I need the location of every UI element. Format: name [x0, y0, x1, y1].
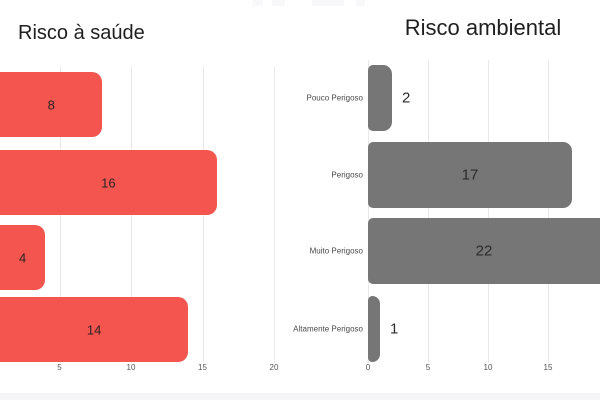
- bottom-band: [0, 393, 600, 400]
- category-label: Muito Perigoso: [309, 246, 363, 256]
- bar-value-label: 4: [18, 250, 27, 265]
- x-tick-label: 15: [198, 363, 207, 372]
- bar-value-label: 1: [390, 320, 399, 338]
- x-tick-label: 10: [126, 363, 136, 372]
- chart-title-risco-saude: Risco à saúde: [18, 22, 145, 44]
- bar-value-label: 16: [101, 175, 116, 190]
- bar-Muito Perigoso: [368, 218, 600, 284]
- gridline-x0: [368, 60, 369, 363]
- gridline-x10: [488, 60, 489, 363]
- bar-Pouco Perigoso: [368, 65, 392, 131]
- bar-Altamente Perigoso: [368, 296, 380, 362]
- bar-row-3: [0, 225, 46, 290]
- x-tick-label: 10: [483, 363, 493, 372]
- category-label: Perigoso: [331, 170, 363, 180]
- cropped-text-remnant: [356, 0, 365, 6]
- cropped-text-remnant: [272, 0, 285, 6]
- bar-value-label: 2: [402, 89, 411, 107]
- category-label: Altamente Perigoso: [293, 324, 363, 334]
- bar-row-1: [0, 72, 103, 137]
- x-tick-label: 5: [57, 363, 62, 372]
- x-tick-label: 5: [425, 363, 431, 372]
- category-label: Pouco Perigoso: [306, 93, 363, 103]
- bar-value-label: 8: [47, 97, 55, 112]
- gridline-x20: [274, 66, 275, 363]
- cropped-text-remnant: [253, 0, 263, 6]
- bar-row-4: [0, 297, 189, 362]
- bar-row-2: [0, 150, 217, 215]
- chart-title-risco-ambiental: Risco ambiental: [404, 15, 562, 40]
- cropped-text-remnant: [312, 0, 344, 6]
- bar-value-label: 17: [461, 166, 479, 184]
- bar-value-label: 22: [475, 242, 493, 260]
- x-tick-label: 20: [269, 363, 279, 372]
- bar-value-label: 14: [86, 322, 102, 337]
- gridline-x5: [428, 60, 429, 363]
- x-tick-label: 15: [543, 363, 553, 372]
- bar-Perigoso: [368, 142, 572, 208]
- gridline-x15: [548, 60, 549, 363]
- x-tick-label: 0: [365, 363, 371, 372]
